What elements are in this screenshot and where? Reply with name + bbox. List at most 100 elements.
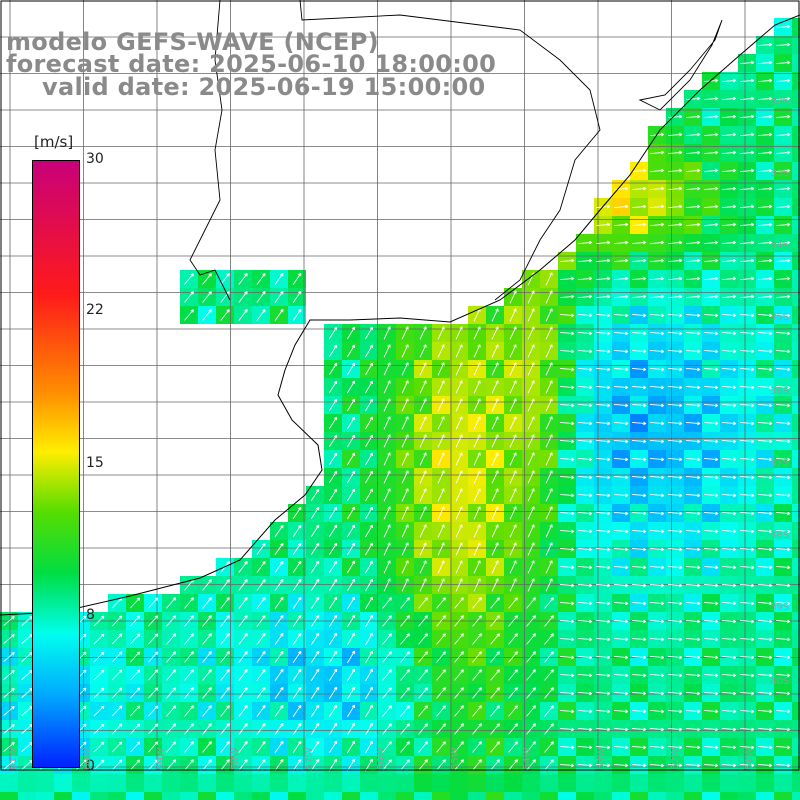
wind-arrow <box>545 524 553 538</box>
wind-cell <box>792 792 800 800</box>
wind-arrow <box>166 687 177 699</box>
wind-arrow <box>202 651 212 663</box>
wind-arrow <box>455 416 463 430</box>
wind-arrow <box>454 687 464 699</box>
wind-arrow <box>721 529 737 534</box>
wind-arrow <box>775 475 791 480</box>
wind-arrow <box>577 313 593 318</box>
wind-arrow <box>775 367 791 372</box>
wind-arrow <box>667 457 683 462</box>
wind-arrow <box>147 669 159 681</box>
wind-arrow <box>256 308 266 321</box>
wind-arrow <box>491 470 499 484</box>
wind-arrow <box>526 633 536 645</box>
wind-arrow <box>328 416 338 430</box>
wind-arrow <box>3 760 15 770</box>
wind-cell <box>288 792 306 800</box>
wind-arrow <box>292 308 302 322</box>
wind-arrow <box>631 349 647 354</box>
wind-arrow <box>739 114 755 119</box>
wind-arrow <box>490 669 500 681</box>
wind-arrow <box>256 614 266 627</box>
wind-arrow <box>559 313 575 318</box>
wind-cell <box>666 792 684 800</box>
wind-arrow <box>274 578 284 591</box>
wind-arrow <box>509 542 517 556</box>
wind-arrow <box>544 615 554 627</box>
wind-arrow <box>577 565 593 570</box>
lon-label-53w: 53W <box>596 747 607 770</box>
wind-arrow <box>545 578 553 592</box>
wind-arrow <box>400 597 410 609</box>
wind-cell <box>198 774 216 792</box>
wind-arrow <box>685 222 701 227</box>
wind-arrow <box>595 709 611 714</box>
wind-arrow <box>328 722 338 736</box>
wind-arrow <box>509 344 517 358</box>
wind-arrow <box>454 741 464 753</box>
wind-cell <box>738 792 756 800</box>
wind-arrow <box>775 349 791 354</box>
wind-arrow <box>775 204 791 209</box>
wind-arrow <box>545 434 553 448</box>
wind-arrow <box>346 524 356 538</box>
wind-arrow <box>667 150 683 155</box>
wind-arrow <box>220 615 230 627</box>
wind-arrow <box>721 349 737 354</box>
wind-arrow <box>721 709 737 714</box>
wind-arrow <box>757 475 773 480</box>
wind-arrow <box>274 524 284 537</box>
wind-arrow <box>93 633 105 645</box>
wind-arrow <box>703 186 719 191</box>
wind-arrow <box>184 705 194 717</box>
wind-arrow <box>757 204 773 209</box>
wind-arrow <box>473 452 481 466</box>
lon-label-54w: 54W <box>522 747 533 770</box>
wind-cell <box>792 324 800 342</box>
wind-arrow <box>454 669 464 681</box>
wind-arrow <box>721 240 737 245</box>
wind-arrow <box>685 565 701 570</box>
wind-arrow <box>238 687 248 699</box>
wind-cell <box>792 648 800 666</box>
wind-arrow <box>739 601 755 606</box>
wind-arrow <box>577 745 593 750</box>
wind-arrow <box>721 619 737 624</box>
wind-arrow <box>455 326 463 340</box>
wind-arrow <box>346 686 356 700</box>
wind-arrow <box>775 493 791 498</box>
wind-arrow <box>454 633 464 645</box>
wind-arrow <box>310 668 320 682</box>
wind-arrow <box>437 524 445 538</box>
wind-cell <box>252 792 270 800</box>
wind-arrow <box>739 367 755 372</box>
wind-arrow <box>545 416 553 430</box>
wind-arrow <box>419 380 427 394</box>
wind-arrow <box>419 344 427 358</box>
wind-arrow <box>365 632 374 646</box>
wind-arrow <box>595 745 611 750</box>
wind-arrow <box>757 294 773 299</box>
wind-arrow <box>685 114 701 119</box>
wind-cell <box>162 774 180 792</box>
wind-arrow <box>757 673 773 678</box>
wind-arrow <box>775 276 791 281</box>
wind-arrow <box>685 331 701 336</box>
wind-arrow <box>491 362 499 376</box>
wind-arrow <box>437 398 445 412</box>
wind-arrow <box>454 651 464 663</box>
wind-arrow <box>328 506 338 520</box>
wind-arrow <box>292 290 302 304</box>
wind-arrow <box>490 687 500 699</box>
lon-label-56w: 56W <box>376 747 387 770</box>
wind-arrow <box>310 488 320 502</box>
wind-arrow <box>649 619 665 624</box>
wind-arrow <box>310 560 320 574</box>
wind-arrow <box>129 723 141 735</box>
lat-label-39s: 39S <box>770 602 790 613</box>
wind-arrow <box>631 204 647 209</box>
wind-arrow <box>667 331 683 336</box>
wind-cell <box>792 414 800 432</box>
wind-arrow <box>400 705 410 717</box>
wind-arrow <box>649 186 665 191</box>
